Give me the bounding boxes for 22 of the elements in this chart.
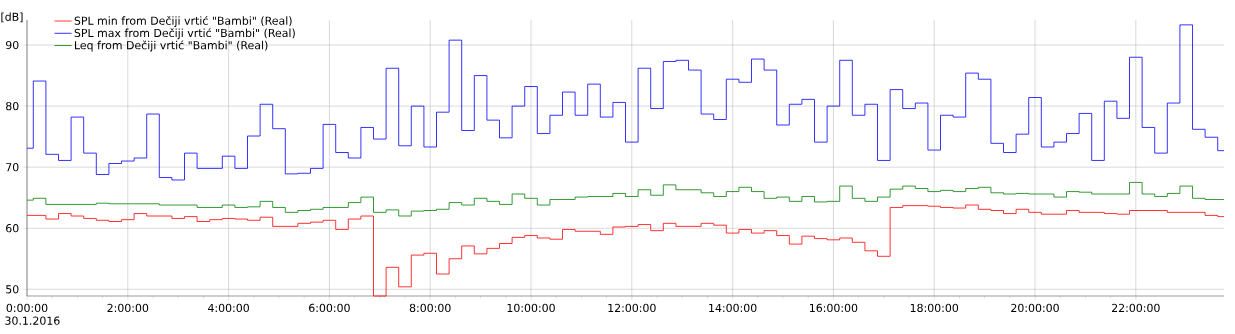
y-tick-label: 80	[6, 101, 19, 111]
x-tick-label: 10:00:00	[507, 303, 555, 313]
y-tick-label: 60	[6, 224, 19, 233]
legend-label: Leq from Dečiji vrtić "Bambi" (Real)	[75, 40, 268, 52]
x-tick-label: 14:00:00	[709, 303, 757, 313]
legend-label: SPL max from Dečiji vrtić "Bambi" (Real)	[74, 28, 295, 40]
x-tick-label: 16:00:00	[810, 303, 858, 313]
y-axis-title: [dB]	[1, 12, 23, 23]
x-tick-label: 12:00:00	[608, 303, 656, 313]
x-tick-label: 20:00:00	[1011, 303, 1059, 313]
x-tick-label: 4:00:00	[208, 303, 249, 313]
y-tick-label: 70	[6, 163, 19, 172]
x-tick-label: 0:00:00	[6, 303, 48, 313]
y-tick-label: 90	[5, 40, 19, 50]
x-tick-label: 8:00:00	[409, 303, 451, 313]
y-tick-label: 50	[6, 285, 19, 294]
legend-label: SPL min from Dečiji vrtić "Bambi" (Real)	[74, 15, 292, 27]
x-tick-label: 18:00:00	[910, 303, 959, 313]
x-tick-label: 22:00:00	[1112, 303, 1160, 313]
x-tick-label: 2:00:00	[107, 303, 149, 313]
x-tick-label: 6:00:00	[309, 303, 350, 313]
text: 30.1.2016	[5, 316, 60, 325]
